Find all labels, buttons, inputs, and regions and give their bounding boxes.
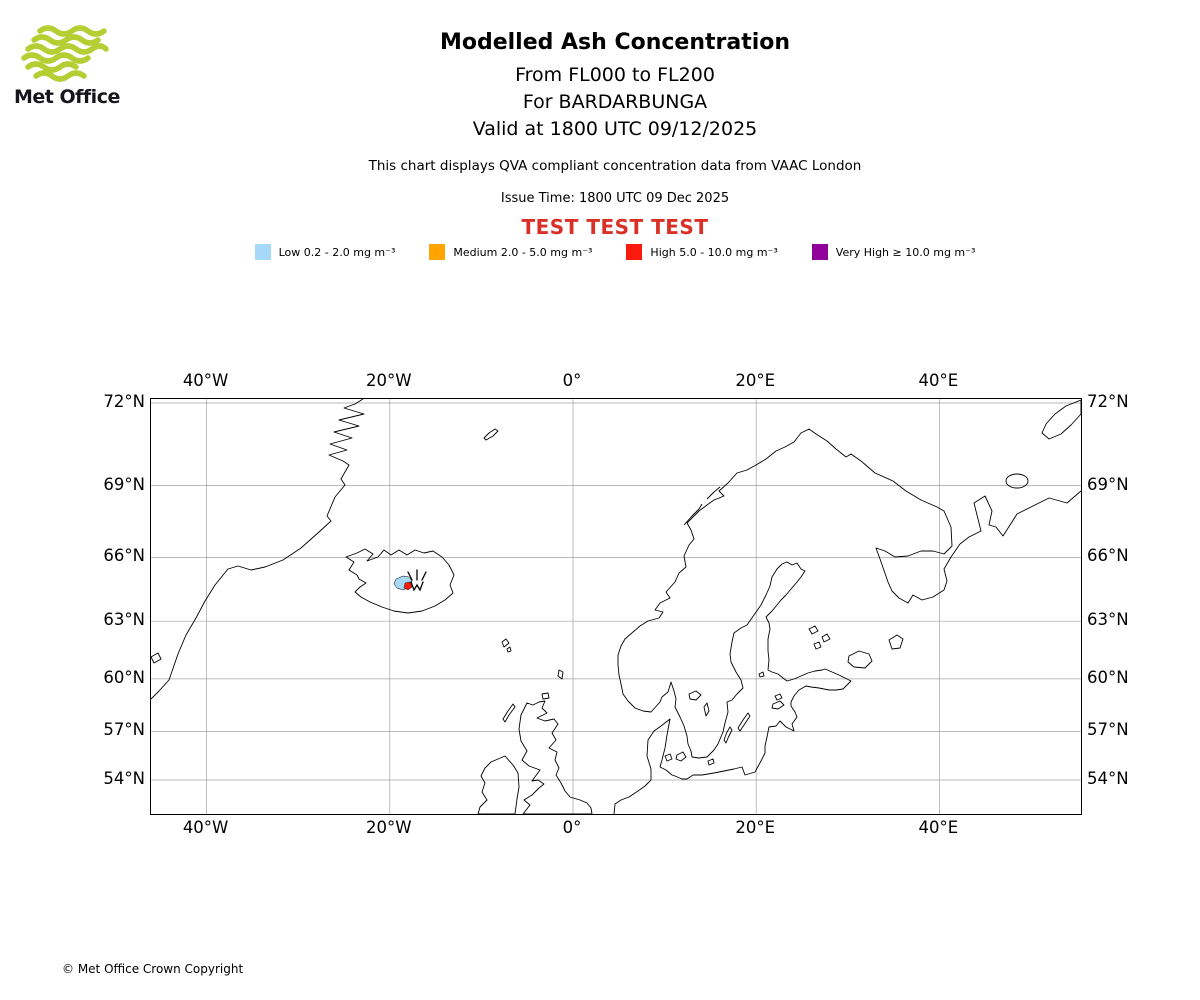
coast-kolguyev [1005, 473, 1029, 489]
lat-label-left-72n: 72°N [103, 392, 145, 411]
lat-label-left-66n: 66°N [103, 546, 145, 565]
coast-eurasia [613, 428, 1081, 814]
coast-orkney [541, 692, 550, 700]
legend-item-medium: Medium 2.0 - 5.0 mg m⁻³ [429, 244, 592, 260]
volcano-eruption-icon [407, 569, 427, 592]
lakes-finland [808, 625, 831, 650]
coast-hebrides [502, 703, 516, 723]
lat-label-right-54n: 54°N [1087, 769, 1129, 788]
logo-wordmark: Met Office [14, 86, 120, 108]
lake-vattern [703, 702, 710, 717]
lon-label-top-20w: 20°W [366, 371, 412, 390]
ash-overlay [393, 569, 427, 592]
coast-vesteralen [706, 486, 721, 500]
coast-oland [723, 726, 733, 744]
legend-item-low: Low 0.2 - 2.0 mg m⁻³ [254, 244, 396, 260]
lat-label-left-69n: 69°N [103, 475, 145, 494]
graticule [151, 399, 1081, 814]
lat-label-right-63n: 63°N [1087, 610, 1129, 629]
coast-funen [664, 753, 673, 762]
lat-label-right-66n: 66°N [1087, 546, 1129, 565]
coast-jan-mayen [483, 428, 499, 441]
legend-label-low: Low 0.2 - 2.0 mg m⁻³ [278, 245, 396, 259]
lon-label-bottom-40w: 40°W [182, 818, 229, 837]
ash-high-polygon [403, 581, 413, 591]
coast-aland [758, 671, 765, 678]
coast-greenland-islet [151, 652, 162, 664]
lat-label-right-57n: 57°N [1087, 720, 1129, 739]
page-title: Modelled Ash Concentration [439, 30, 791, 55]
legend-label-medium: Medium 2.0 - 5.0 mg m⁻³ [453, 245, 593, 259]
lat-label-left-54n: 54°N [103, 769, 145, 788]
lon-label-bottom-0: 0° [562, 818, 582, 837]
legend-swatch-very-high [811, 244, 828, 260]
lat-label-left-60n: 60°N [103, 668, 145, 687]
lon-label-bottom-40e: 40°E [918, 818, 959, 837]
lat-label-left-63n: 63°N [103, 610, 145, 629]
coast-bornholm [707, 758, 715, 766]
logo-waves-icon [21, 25, 109, 82]
lake-onega [888, 634, 904, 650]
coast-shetland [557, 669, 564, 680]
coast-greenland [151, 399, 365, 700]
subtitle-valid-time: Valid at 1800 UTC 09/12/2025 [472, 118, 758, 140]
lat-label-left-57n: 57°N [103, 720, 145, 739]
map-frame [150, 398, 1082, 815]
legend-item-very-high: Very High ≥ 10.0 mg m⁻³ [811, 244, 976, 260]
coast-saaremaa [771, 700, 785, 710]
issue-time: Issue Time: 1800 UTC 09 Dec 2025 [500, 191, 730, 206]
lon-label-bottom-20w: 20°W [366, 818, 412, 837]
lat-label-right-60n: 60°N [1087, 668, 1129, 687]
test-banner: TEST TEST TEST [521, 215, 709, 239]
copyright-notice: © Met Office Crown Copyright [62, 962, 244, 976]
coast-ireland [477, 755, 520, 814]
lon-label-top-0: 0° [562, 371, 582, 390]
legend-swatch-high [626, 244, 643, 260]
legend-swatch-medium [429, 244, 446, 260]
coast-great-britain [518, 700, 593, 814]
lon-label-bottom-20e: 20°E [735, 818, 776, 837]
map-canvas [151, 399, 1081, 814]
legend: Low 0.2 - 2.0 mg m⁻³ Medium 2.0 - 5.0 mg… [30, 244, 1200, 260]
coastlines [151, 399, 1081, 814]
coast-novaya-zemlya [1041, 399, 1081, 440]
legend-label-very-high: Very High ≥ 10.0 mg m⁻³ [835, 245, 976, 259]
subtitle-volcano: For BARDARBUNGA [522, 91, 708, 113]
coast-zealand [675, 751, 687, 762]
lat-label-right-72n: 72°N [1087, 392, 1129, 411]
lon-label-top-20e: 20°E [735, 371, 776, 390]
coast-lofoten [683, 503, 703, 526]
lon-label-top-40e: 40°E [918, 371, 959, 390]
lon-label-top-40w: 40°W [182, 371, 229, 390]
qva-note: This chart displays QVA compliant concen… [368, 158, 862, 174]
coast-faroes [501, 638, 512, 653]
legend-item-high: High 5.0 - 10.0 mg m⁻³ [626, 244, 778, 260]
legend-label-high: High 5.0 - 10.0 mg m⁻³ [650, 245, 778, 259]
lat-label-right-69n: 69°N [1087, 475, 1129, 494]
subtitle-flight-levels: From FL000 to FL200 [515, 64, 715, 86]
lake-vanern [688, 690, 702, 701]
coast-hiiumaa [774, 693, 783, 701]
coast-gotland [737, 712, 751, 732]
lake-ladoga [847, 650, 873, 669]
met-office-logo [14, 22, 114, 88]
coast-iceland [345, 548, 455, 614]
legend-swatch-low [254, 244, 271, 260]
